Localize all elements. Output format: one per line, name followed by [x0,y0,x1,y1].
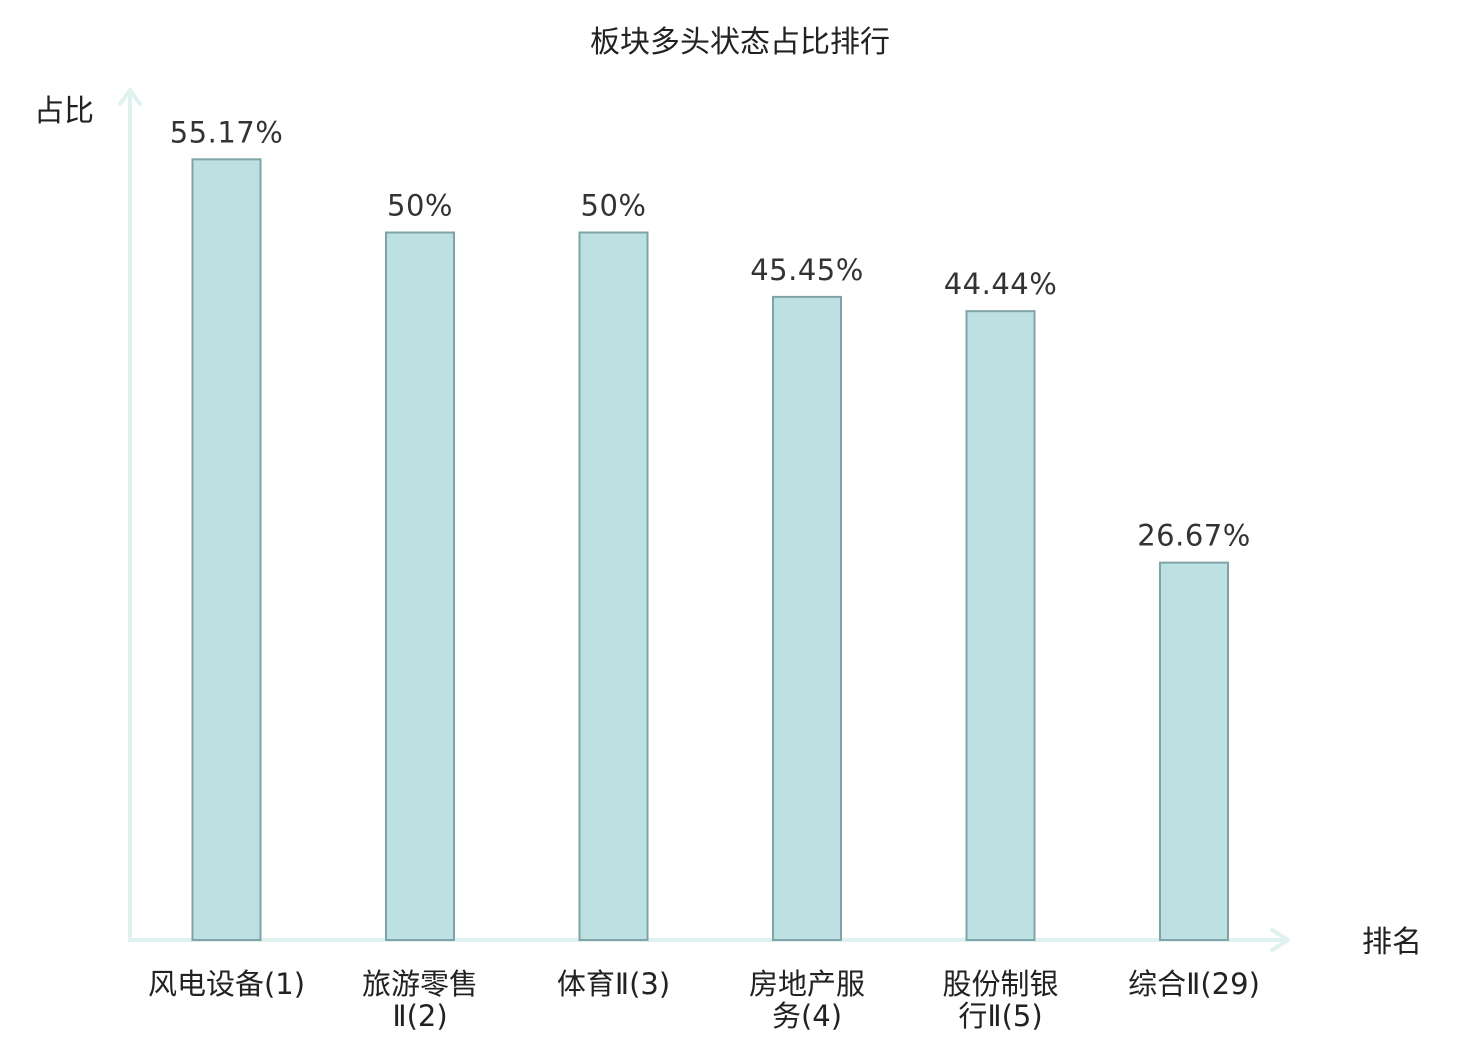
category-label: 务(4) [772,999,842,1033]
x-axis-arrow [1270,928,1290,952]
bar [385,231,455,941]
axes [118,88,1290,952]
category-label: 综合Ⅱ(29) [1128,967,1260,1001]
bar [772,295,842,941]
bar [1159,561,1229,941]
bar [965,310,1036,941]
category-label: 房地产服 [749,967,865,1001]
bar-value-label: 44.44% [944,267,1058,301]
bar-value-label: 50% [581,189,647,223]
chart-title: 板块多头状态占比排行 [590,25,890,60]
category-label: 股份制银 [942,967,1058,1001]
category-label: 风电设备(1) [148,967,305,1001]
category-label: 体育Ⅱ(3) [557,967,670,1001]
y-axis-arrow [118,88,142,106]
bar-value-label: 45.45% [750,253,864,287]
category-label: Ⅱ(2) [392,999,447,1033]
bar [578,231,649,941]
bar-series [191,158,1229,942]
bar-value-label: 55.17% [170,115,284,149]
bar-value-label: 26.67% [1137,519,1251,553]
x-axis-title: 排名 [1362,925,1422,960]
value-labels: 55.17% 50% 50% 45.45% 44.44% 26.67% [170,115,1251,552]
category-label: 行Ⅱ(5) [958,999,1042,1033]
y-axis-title: 占比 [34,94,94,129]
bar-value-label: 50% [387,189,453,223]
bar [191,158,262,942]
category-label: 旅游零售 [362,967,478,1001]
